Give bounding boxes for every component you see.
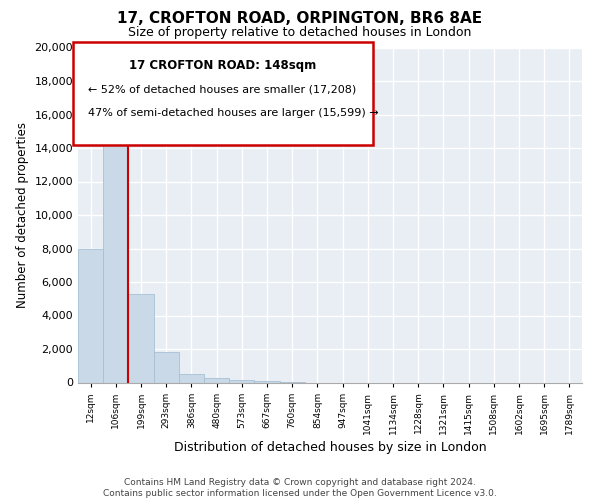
Bar xyxy=(128,294,154,382)
Text: 47% of semi-detached houses are larger (15,599) →: 47% of semi-detached houses are larger (… xyxy=(88,108,379,118)
Text: Size of property relative to detached houses in London: Size of property relative to detached ho… xyxy=(128,26,472,39)
Text: 17 CROFTON ROAD: 148sqm: 17 CROFTON ROAD: 148sqm xyxy=(129,59,317,72)
Bar xyxy=(78,248,103,382)
Text: Contains HM Land Registry data © Crown copyright and database right 2024.
Contai: Contains HM Land Registry data © Crown c… xyxy=(103,478,497,498)
Y-axis label: Number of detached properties: Number of detached properties xyxy=(16,122,29,308)
Bar xyxy=(204,378,229,382)
Bar xyxy=(179,374,204,382)
X-axis label: Distribution of detached houses by size in London: Distribution of detached houses by size … xyxy=(173,440,487,454)
Bar xyxy=(254,381,280,382)
Bar xyxy=(154,352,179,382)
Text: ← 52% of detached houses are smaller (17,208): ← 52% of detached houses are smaller (17… xyxy=(88,84,356,94)
Bar xyxy=(229,380,254,382)
Text: 17, CROFTON ROAD, ORPINGTON, BR6 8AE: 17, CROFTON ROAD, ORPINGTON, BR6 8AE xyxy=(118,11,482,26)
Bar xyxy=(103,106,128,382)
FancyBboxPatch shape xyxy=(73,42,373,144)
